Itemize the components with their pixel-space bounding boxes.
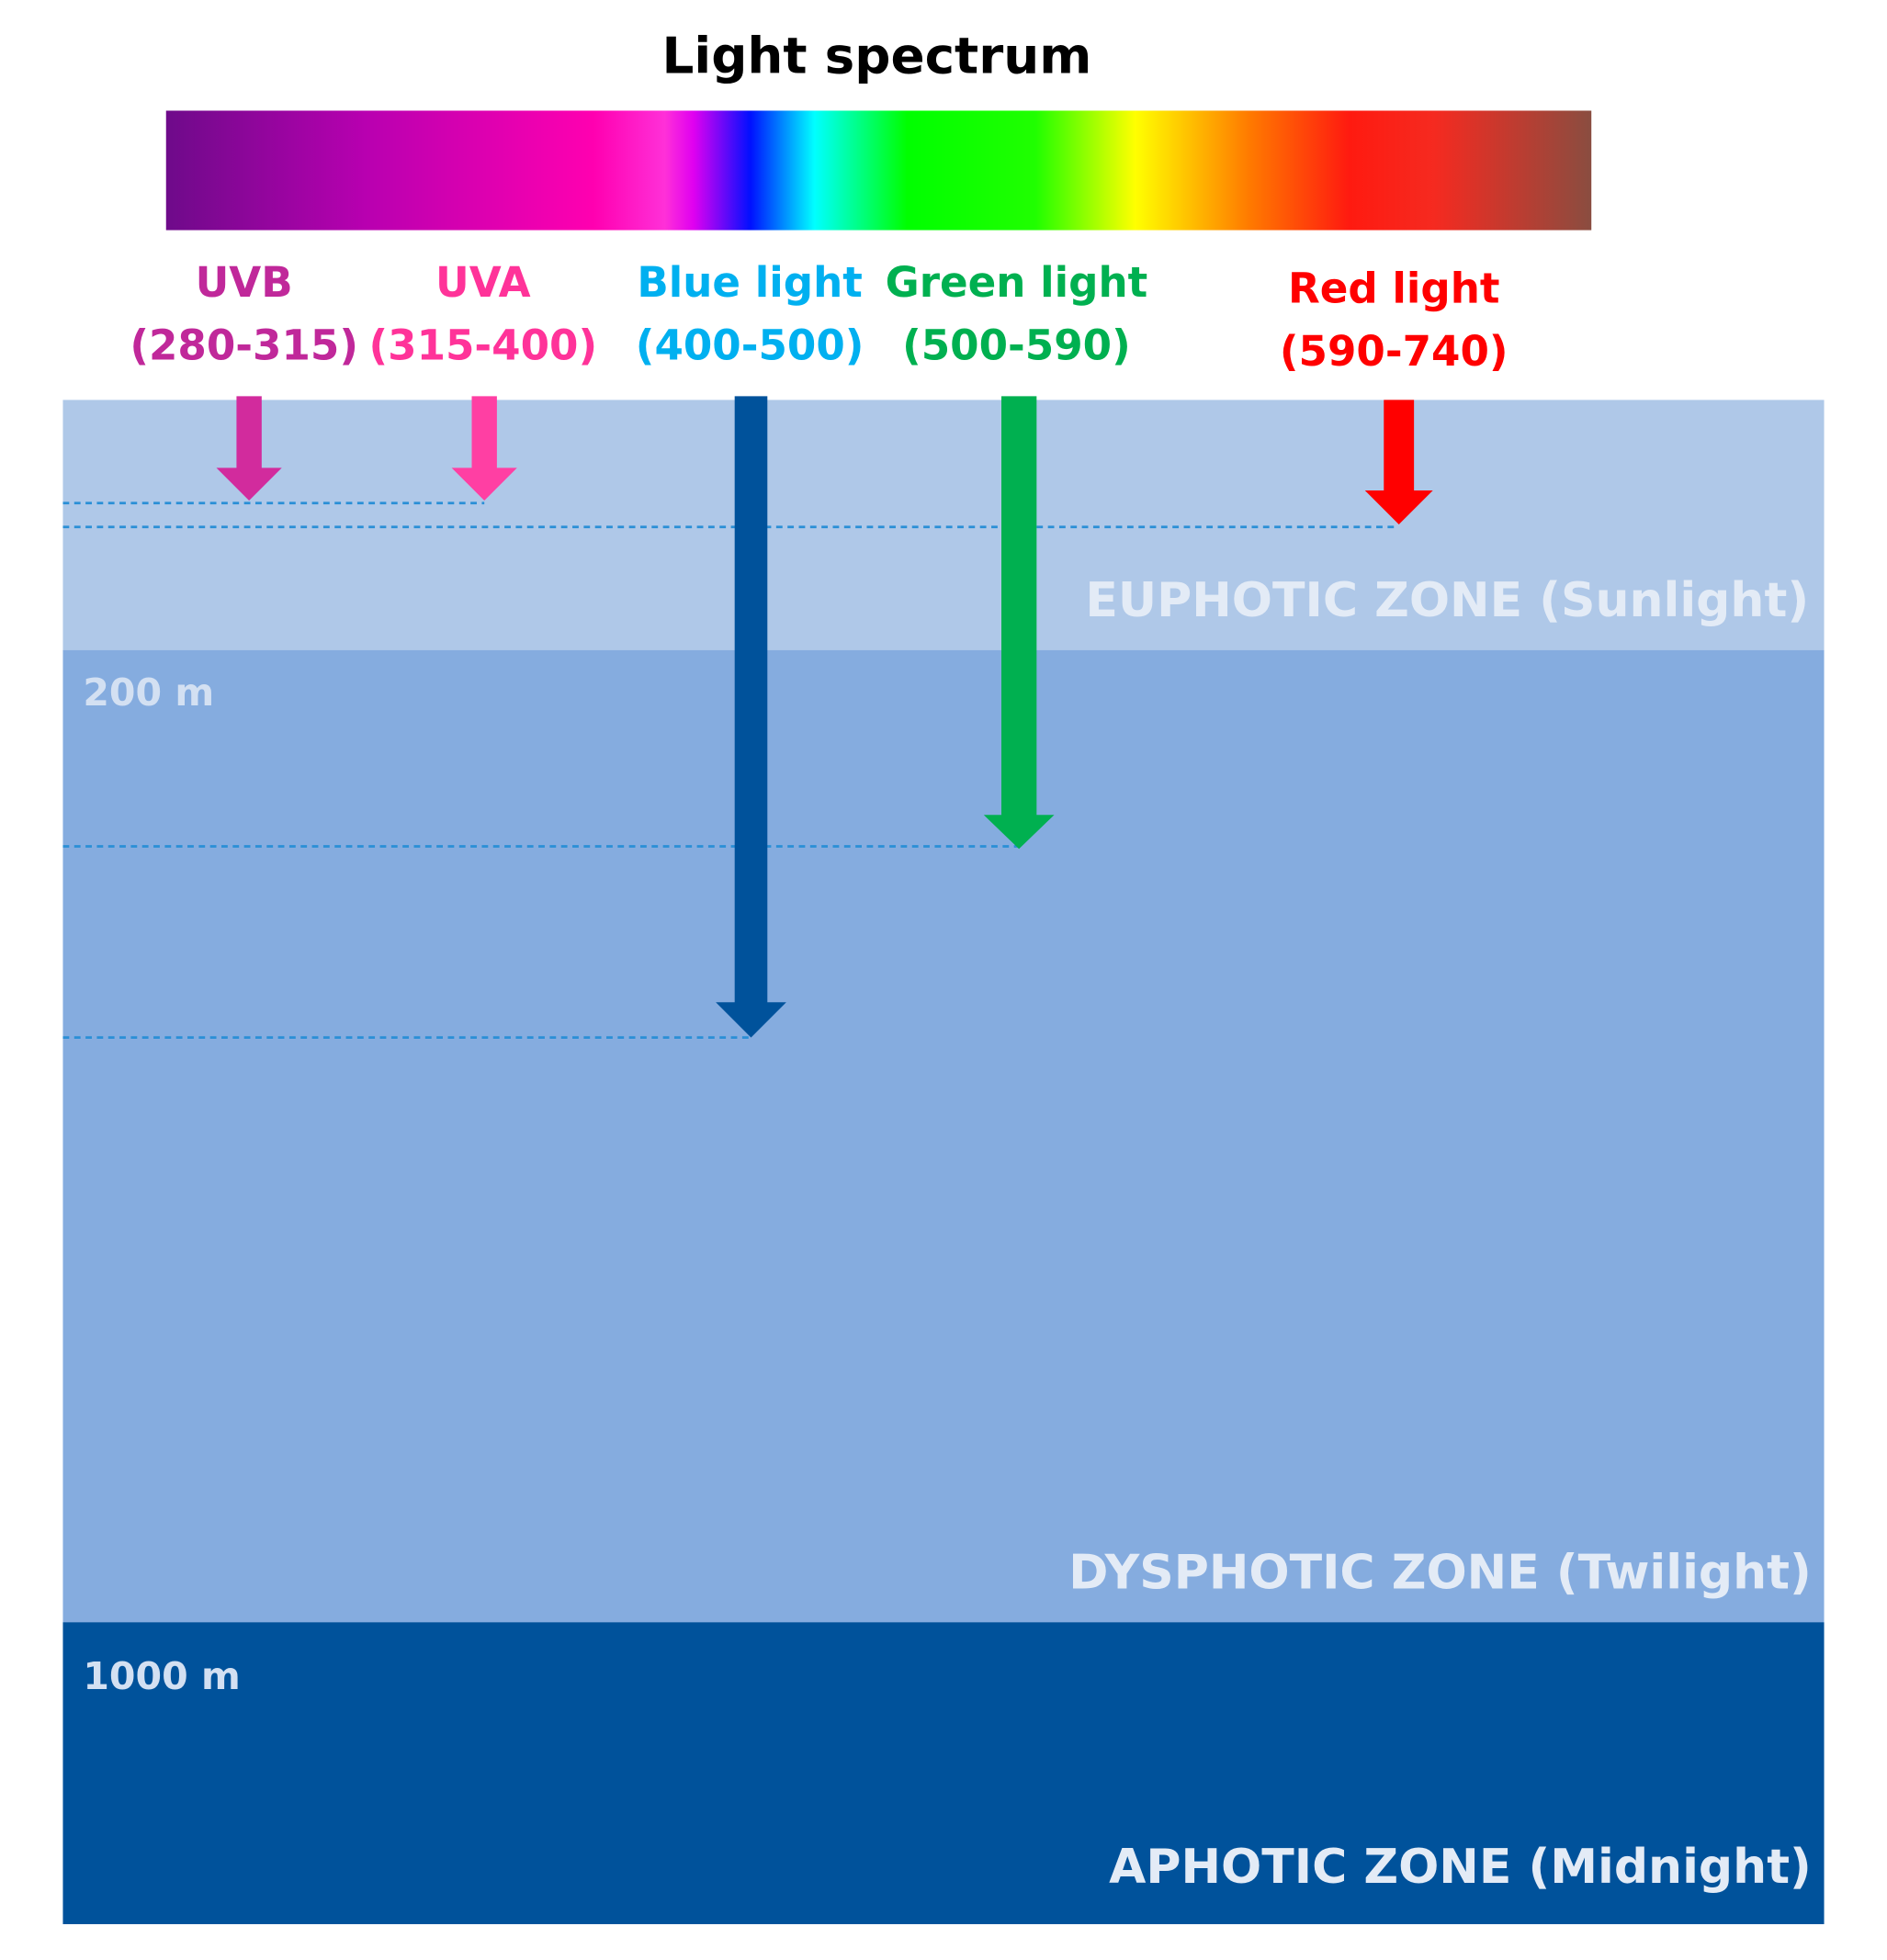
band-name: UVA xyxy=(435,258,531,307)
depth-label: 200 m xyxy=(83,670,214,715)
aphotic-zone xyxy=(62,1622,1825,1924)
band-name: Green light xyxy=(886,258,1148,307)
band-range: (400-500) xyxy=(636,321,864,369)
band-range: (500-590) xyxy=(902,321,1131,369)
euphotic-zone xyxy=(62,400,1825,652)
spectrum-bar xyxy=(165,110,1592,231)
band-name: Blue light xyxy=(637,258,863,307)
zone-label: APHOTIC ZONE (Midnight) xyxy=(1109,1840,1812,1895)
dysphotic-zone xyxy=(62,649,1825,1624)
band-name: UVB xyxy=(196,258,293,307)
zone-label: DYSPHOTIC ZONE (Twilight) xyxy=(1068,1546,1812,1601)
band-range: (280-315) xyxy=(130,321,358,369)
zone-label: EUPHOTIC ZONE (Sunlight) xyxy=(1085,573,1809,628)
red-arrow xyxy=(1364,400,1433,524)
depth-label: 1000 m xyxy=(83,1654,240,1698)
title: Light spectrum xyxy=(662,26,1092,84)
uvb-arrow xyxy=(216,396,282,501)
band-range: (590-740) xyxy=(1280,327,1508,376)
band-name: Red light xyxy=(1288,265,1500,313)
uva-arrow xyxy=(451,396,517,501)
blue-arrow xyxy=(716,396,786,1038)
band-range: (315-400) xyxy=(369,321,598,369)
green-arrow xyxy=(983,396,1055,850)
